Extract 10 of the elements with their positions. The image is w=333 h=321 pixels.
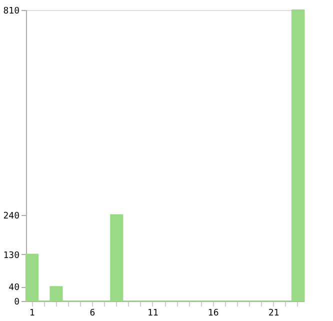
x-tick-label: 1 bbox=[29, 308, 35, 318]
x-tick-label: 21 bbox=[268, 308, 280, 318]
y-tick-label: 40 bbox=[8, 283, 20, 294]
y-tick-label: 810 bbox=[3, 6, 20, 16]
y-tick-label: 240 bbox=[3, 211, 20, 222]
x-tick-label: 11 bbox=[147, 308, 158, 318]
x-tick-label: 6 bbox=[90, 308, 96, 318]
x-tick-label: 16 bbox=[208, 308, 219, 318]
y-tick-label: 130 bbox=[3, 250, 20, 261]
y-tick-label: 0 bbox=[14, 298, 20, 308]
